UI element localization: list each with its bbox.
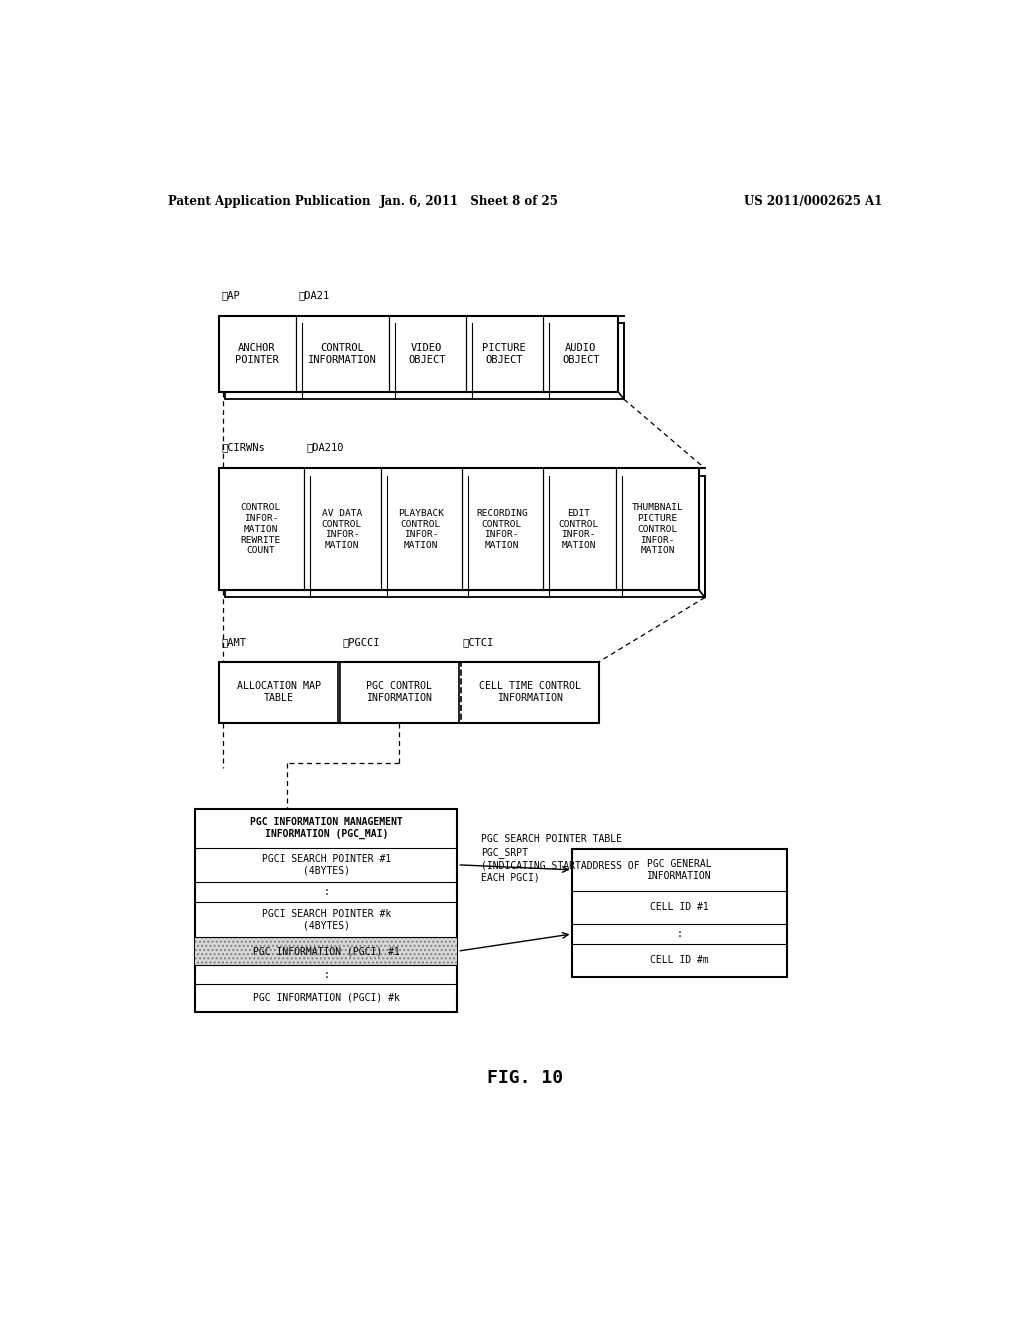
- Text: CONTROL
INFOR-
MATION
REWRITE
COUNT: CONTROL INFOR- MATION REWRITE COUNT: [241, 503, 281, 556]
- Text: :: :: [324, 887, 330, 898]
- Text: ⸏DA21: ⸏DA21: [299, 289, 330, 300]
- Text: Jan. 6, 2011   Sheet 8 of 25: Jan. 6, 2011 Sheet 8 of 25: [380, 194, 559, 207]
- Text: CELL TIME CONTROL
INFORMATION: CELL TIME CONTROL INFORMATION: [479, 681, 581, 704]
- Text: :: :: [677, 929, 682, 939]
- Text: PGC SEARCH POINTER TABLE
PGC_SRPT
(INDICATING STARTADDRESS OF
EACH PGCI): PGC SEARCH POINTER TABLE PGC_SRPT (INDIC…: [481, 834, 640, 882]
- Text: :: :: [324, 970, 330, 979]
- Text: ⸏AP: ⸏AP: [221, 289, 241, 300]
- Text: ⸏CIRWNs: ⸏CIRWNs: [221, 442, 265, 453]
- Text: VIDEO
OBJECT: VIDEO OBJECT: [408, 343, 445, 366]
- Text: PLAYBACK
CONTROL
INFOR-
MATION: PLAYBACK CONTROL INFOR- MATION: [398, 508, 443, 550]
- Text: EDIT
CONTROL
INFOR-
MATION: EDIT CONTROL INFOR- MATION: [559, 508, 599, 550]
- Text: US 2011/0002625 A1: US 2011/0002625 A1: [743, 194, 882, 207]
- FancyBboxPatch shape: [219, 315, 618, 392]
- Text: THUMBNAIL
PICTURE
CONTROL
INFOR-
MATION: THUMBNAIL PICTURE CONTROL INFOR- MATION: [632, 503, 684, 556]
- Text: ⸏DA210: ⸏DA210: [306, 442, 344, 453]
- Text: ⸏AMT: ⸏AMT: [221, 638, 247, 647]
- FancyBboxPatch shape: [572, 849, 786, 977]
- Text: ALLOCATION MAP
TABLE: ALLOCATION MAP TABLE: [237, 681, 321, 704]
- Text: PICTURE
OBJECT: PICTURE OBJECT: [482, 343, 525, 366]
- Text: ⸏PGCCI: ⸏PGCCI: [342, 638, 380, 647]
- Text: Patent Application Publication: Patent Application Publication: [168, 194, 371, 207]
- FancyBboxPatch shape: [196, 937, 458, 965]
- FancyBboxPatch shape: [219, 469, 699, 590]
- FancyBboxPatch shape: [219, 661, 338, 722]
- Text: CELL ID #1: CELL ID #1: [650, 903, 709, 912]
- Text: PGCI SEARCH POINTER #1
(4BYTES): PGCI SEARCH POINTER #1 (4BYTES): [262, 854, 391, 875]
- Text: PGC CONTROL
INFORMATION: PGC CONTROL INFORMATION: [367, 681, 432, 704]
- Text: PGCI SEARCH POINTER #k
(4BYTES): PGCI SEARCH POINTER #k (4BYTES): [262, 908, 391, 931]
- FancyBboxPatch shape: [196, 809, 458, 1012]
- Text: PGC INFORMATION (PGCI) #1: PGC INFORMATION (PGCI) #1: [253, 946, 399, 956]
- Text: CELL ID #m: CELL ID #m: [650, 956, 709, 965]
- Text: PGC INFORMATION MANAGEMENT
INFORMATION (PGC_MAI): PGC INFORMATION MANAGEMENT INFORMATION (…: [250, 817, 402, 840]
- FancyBboxPatch shape: [461, 661, 599, 722]
- Text: PGC GENERAL
INFORMATION: PGC GENERAL INFORMATION: [647, 859, 712, 880]
- Text: ⸏CTCI: ⸏CTCI: [463, 638, 495, 647]
- Text: RECORDING
CONTROL
INFOR-
MATION: RECORDING CONTROL INFOR- MATION: [476, 508, 527, 550]
- Text: CONTROL
INFORMATION: CONTROL INFORMATION: [307, 343, 376, 366]
- Text: ANCHOR
POINTER: ANCHOR POINTER: [236, 343, 279, 366]
- FancyBboxPatch shape: [340, 661, 459, 722]
- Text: PGC INFORMATION (PGCI) #k: PGC INFORMATION (PGCI) #k: [253, 993, 399, 1003]
- FancyBboxPatch shape: [225, 323, 624, 399]
- Text: AUDIO
OBJECT: AUDIO OBJECT: [562, 343, 599, 366]
- Text: AV DATA
CONTROL
INFOR-
MATION: AV DATA CONTROL INFOR- MATION: [322, 508, 362, 550]
- FancyBboxPatch shape: [225, 475, 705, 598]
- Text: FIG. 10: FIG. 10: [486, 1069, 563, 1088]
